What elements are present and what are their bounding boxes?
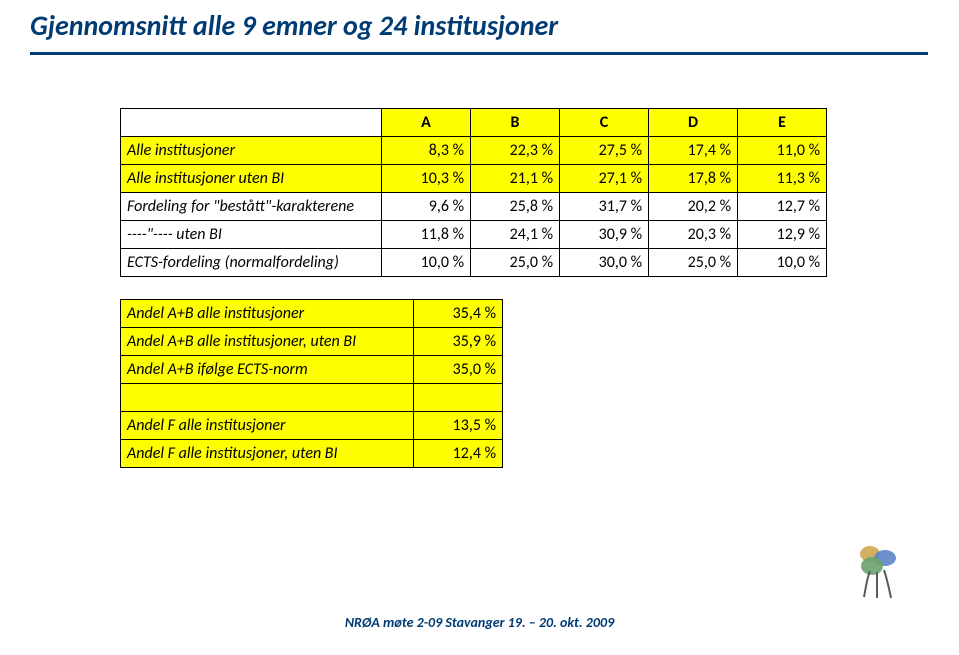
t1-h-c: C — [560, 109, 649, 137]
logo-icon — [851, 543, 905, 603]
t1-r3-1: 24,1 % — [471, 221, 560, 249]
t1-h-d: D — [649, 109, 738, 137]
t1-r1-4: 11,3 % — [738, 165, 827, 193]
t1-r4-2: 30,0 % — [560, 249, 649, 277]
t1-r3-4: 12,9 % — [738, 221, 827, 249]
t1-r4-1: 25,0 % — [471, 249, 560, 277]
t1-h-e: E — [738, 109, 827, 137]
t2-gap-v — [414, 384, 503, 412]
t1-r2-l: Fordeling for "bestått"-karakterene — [121, 193, 382, 221]
t1-r3-l: ----"---- uten BI — [121, 221, 382, 249]
t1-r4-l: ECTS-fordeling (normalfordeling) — [121, 249, 382, 277]
t1-r0-4: 11,0 % — [738, 137, 827, 165]
t1-r2-1: 25,8 % — [471, 193, 560, 221]
t1-r0-1: 22,3 % — [471, 137, 560, 165]
t1-r2-3: 20,2 % — [649, 193, 738, 221]
main-table: A B C D E Alle institusjoner 8,3 % 22,3 … — [120, 108, 827, 277]
t1-r1-3: 17,8 % — [649, 165, 738, 193]
t1-r1-1: 21,1 % — [471, 165, 560, 193]
t1-corner — [121, 109, 382, 137]
t1-r0-3: 17,4 % — [649, 137, 738, 165]
t1-r0-0: 8,3 % — [382, 137, 471, 165]
t2-r4-v: 12,4 % — [414, 440, 503, 468]
t2-gap-l — [121, 384, 414, 412]
t2-r2-v: 35,0 % — [414, 356, 503, 384]
t1-r4-0: 10,0 % — [382, 249, 471, 277]
t1-r1-0: 10,3 % — [382, 165, 471, 193]
t1-h-b: B — [471, 109, 560, 137]
t1-h-a: A — [382, 109, 471, 137]
t2-r3-l: Andel F alle institusjoner — [121, 412, 414, 440]
slide-title: Gjennomsnitt alle 9 emner og 24 institus… — [30, 8, 558, 43]
t1-r3-2: 30,9 % — [560, 221, 649, 249]
t1-r2-0: 9,6 % — [382, 193, 471, 221]
t1-r1-l: Alle institusjoner uten BI — [121, 165, 382, 193]
t2-r0-l: Andel A+B alle institusjoner — [121, 300, 414, 328]
t2-r4-l: Andel F alle institusjoner, uten BI — [121, 440, 414, 468]
t2-r1-v: 35,9 % — [414, 328, 503, 356]
t1-r2-4: 12,7 % — [738, 193, 827, 221]
t1-r4-3: 25,0 % — [649, 249, 738, 277]
tables-area: A B C D E Alle institusjoner 8,3 % 22,3 … — [120, 108, 827, 468]
t1-r3-0: 11,8 % — [382, 221, 471, 249]
t1-r4-4: 10,0 % — [738, 249, 827, 277]
t1-r0-l: Alle institusjoner — [121, 137, 382, 165]
t1-r1-2: 27,1 % — [560, 165, 649, 193]
title-rule — [30, 52, 928, 55]
summary-table: Andel A+B alle institusjoner 35,4 % Ande… — [120, 299, 503, 468]
footer-text: NRØA møte 2-09 Stavanger 19. – 20. okt. … — [0, 614, 959, 631]
t2-r0-v: 35,4 % — [414, 300, 503, 328]
t1-r2-2: 31,7 % — [560, 193, 649, 221]
t2-r3-v: 13,5 % — [414, 412, 503, 440]
t1-r0-2: 27,5 % — [560, 137, 649, 165]
t1-r3-3: 20,3 % — [649, 221, 738, 249]
t2-r1-l: Andel A+B alle institusjoner, uten BI — [121, 328, 414, 356]
t2-r2-l: Andel A+B ifølge ECTS-norm — [121, 356, 414, 384]
